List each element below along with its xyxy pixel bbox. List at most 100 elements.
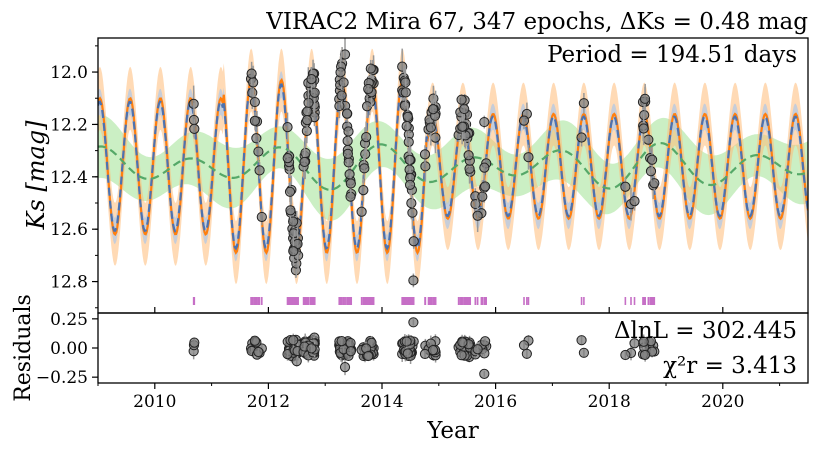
model-lines (98, 77, 808, 256)
observation-point (335, 67, 346, 78)
observation-point (457, 121, 468, 132)
residual-points (188, 317, 660, 380)
residual-point (479, 368, 490, 380)
residual-point (576, 335, 587, 346)
observation-point (249, 115, 260, 126)
residual-point (288, 335, 299, 346)
chi2-annotation: χ²r = 3.413 (663, 353, 797, 379)
observation-point (285, 205, 296, 216)
chart-title: VIRAC2 Mira 67, 347 epochs, ΔKs = 0.48 m… (265, 9, 808, 35)
observation-point (404, 179, 416, 190)
top-y-tick-label: 12.6 (50, 220, 88, 240)
trend-model-line (98, 142, 808, 191)
x-tick-label: 2016 (474, 392, 517, 412)
bottom-y-tick-label: 0.00 (50, 339, 88, 359)
residual-point (363, 350, 374, 362)
observation-point (408, 236, 419, 247)
observation-point (246, 68, 257, 79)
x-tick-label: 2014 (360, 392, 403, 412)
observation-point (248, 77, 259, 88)
observation-point (645, 166, 657, 177)
observation-point (253, 146, 264, 157)
x-axis-label: Year (426, 418, 479, 444)
residual-point (345, 346, 356, 357)
observation-point (345, 191, 356, 202)
residual-point (339, 361, 351, 373)
blue-model-line (98, 81, 808, 251)
x-tick-label: 2018 (588, 392, 631, 412)
observation-point (301, 125, 312, 137)
residual-point (306, 343, 317, 354)
observation-point (477, 191, 488, 202)
observation-point (361, 101, 373, 112)
x-tick-label: 2012 (247, 392, 290, 412)
residual-point (402, 348, 413, 359)
observation-point (463, 150, 474, 161)
observation-point (256, 211, 267, 223)
observation-point (361, 131, 372, 143)
residual-point (253, 346, 264, 358)
bottom-panel: 0.25 0.00 −0.25 2010 2012 2014 2016 2018 2020 Δ… (11, 294, 809, 412)
observation-point (343, 157, 354, 168)
observation-point (282, 121, 293, 133)
observation-point (639, 93, 651, 104)
observation-point (345, 178, 356, 189)
observation-point (523, 152, 534, 163)
observation-point (336, 90, 347, 101)
observation-point (472, 210, 483, 221)
observation-point (576, 132, 587, 143)
top-y-tick-label: 12.0 (50, 63, 88, 83)
observation-point (479, 162, 490, 173)
delta-lnL-annotation: ΔlnL = 302.445 (614, 318, 797, 344)
observation-point (341, 108, 353, 119)
residual-point (427, 345, 439, 356)
observation-point (334, 100, 345, 112)
observation-point (620, 181, 631, 192)
observation-point (649, 178, 660, 189)
residual-point (336, 336, 347, 347)
observation-point (363, 83, 374, 95)
observation-point (407, 207, 418, 218)
epoch-ticks (192, 297, 656, 305)
residual-point (578, 347, 589, 358)
residual-point (291, 356, 302, 367)
observation-point (342, 135, 353, 146)
residual-point (249, 335, 260, 346)
observation-point (189, 123, 200, 134)
observation-point (306, 74, 317, 85)
top-y-axis-label: Ks [mag] (22, 120, 50, 231)
top-y-axis: 12.0 12.2 12.4 12.6 12.8 (50, 45, 98, 309)
observation-point (643, 134, 654, 145)
observation-point (288, 246, 299, 257)
bottom-y-axis-label: Residuals (11, 294, 36, 402)
observation-point (358, 185, 369, 196)
observation-point (338, 77, 349, 88)
observation-point (359, 163, 370, 174)
top-y-tick-label: 12.2 (50, 115, 88, 135)
observation-point (302, 114, 313, 126)
observation-point (470, 198, 481, 210)
top-y-tick-label: 12.8 (50, 273, 88, 293)
observation-point (518, 115, 530, 126)
observation-point (403, 136, 414, 148)
observation-point (251, 133, 262, 144)
residual-point (401, 336, 412, 347)
observation-point (419, 149, 431, 160)
bottom-y-tick-label: −0.25 (36, 368, 88, 388)
residual-point (521, 348, 532, 359)
residual-point (480, 336, 491, 347)
observation-point (430, 132, 441, 143)
observation-point (254, 165, 265, 176)
observation-point (303, 97, 314, 108)
observation-point (282, 153, 293, 164)
residual-point (639, 349, 651, 361)
residual-point (620, 349, 631, 361)
observation-point (401, 121, 412, 132)
residual-point (472, 344, 483, 355)
observation-point (406, 198, 417, 209)
observation-point (300, 147, 311, 159)
observation-point (479, 116, 490, 128)
observation-point (309, 87, 320, 98)
period-annotation: Period = 194.51 days (547, 42, 797, 68)
